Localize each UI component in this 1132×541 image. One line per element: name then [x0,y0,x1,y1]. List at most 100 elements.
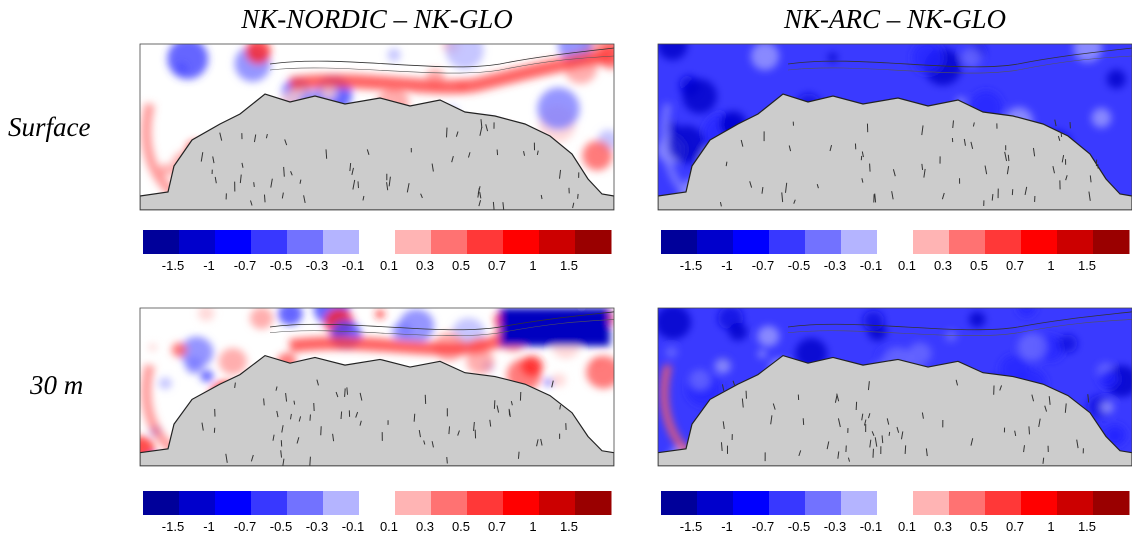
anomaly-blob [537,87,580,130]
colorbar-swatch [697,491,734,515]
colorbar-swatch [143,230,180,254]
fjord [847,457,851,462]
fjord [467,152,471,158]
colorbar-tick-label: -0.5 [788,258,810,273]
colorbar-swatch [323,230,360,254]
contour [269,47,614,68]
anomaly-blob [200,369,214,383]
colorbar-swatch [179,230,216,254]
colorbar-swatch [467,491,504,515]
fjord [970,141,974,149]
colorbar-swatch [769,491,806,515]
colorbar-swatch [697,230,734,254]
fjord [431,441,434,448]
fjord [720,442,723,452]
land [658,354,1132,466]
colorbar-tick-label: 0.1 [380,258,398,273]
fjord [867,413,871,419]
colorbar-swatch [395,230,432,254]
anomaly-blob [185,356,203,374]
anomaly-blob [658,308,692,340]
fjord [798,450,802,457]
colorbar-swatch [431,230,468,254]
anomaly-blob [387,48,401,62]
fjord [253,134,257,143]
fjord [886,418,890,425]
fjord [219,132,223,141]
colorbar-swatch [1093,491,1130,515]
fjord [1061,154,1065,163]
anomaly-blob [167,44,209,80]
fjord [275,386,278,391]
fjord [241,162,244,168]
colorbar-tick-label: -0.1 [860,258,882,273]
fjord [282,458,285,466]
fjord [869,439,872,448]
fjord [517,451,520,459]
colorbar-swatch [661,230,698,254]
fjord [921,125,924,136]
contour [787,55,1132,74]
fjord [250,454,254,462]
colorbar-swatch [805,230,842,254]
anomaly-blob [245,44,271,65]
colorbar-tick-label: -1.5 [162,519,184,534]
fjord [1089,175,1092,183]
fjord [871,431,875,436]
fjord [784,182,788,193]
colorbar-tick-label: 1 [1047,519,1054,534]
anomaly-blob [520,355,543,377]
fjord [289,413,292,420]
fjord [991,194,994,201]
fjord [551,380,554,388]
fjord [201,422,204,431]
colorbar-swatch [287,491,324,515]
fjord [451,155,454,163]
colorbar-tick-label: 1.5 [560,519,578,534]
fjord [1023,445,1025,453]
fjord [457,430,460,436]
fjord [479,192,482,199]
colorbar-swatch [431,491,468,515]
colorbar-tick-label: 0.7 [1006,519,1024,534]
colorbar: -1.5 -1 -0.7 -0.5 -0.3 -0.1 0.1 0.3 0.5 0.7 1 1.5 [143,491,612,534]
panel-frame [139,307,615,467]
anomaly-blob [750,44,780,71]
anomaly-blob [944,330,958,342]
colorbar-tick-label: 0.5 [452,258,470,273]
contour [787,319,1132,336]
fjord [1065,175,1068,181]
fjord [725,161,728,167]
colorbar-swatch [769,230,806,254]
colorbar-tick-label: -1.5 [162,258,184,273]
fjord [290,171,293,176]
anomaly-blob [158,377,172,390]
fjord [253,182,255,188]
anomaly-blob [466,348,494,375]
colorbar-swatch [287,230,324,254]
colorbar: -1.5 -1 -0.7 -0.5 -0.3 -0.1 0.1 0.3 0.5 0.7 1 1.5 [143,230,612,273]
fjord [772,403,776,410]
anomaly-blob [757,349,767,359]
fjord [283,166,285,177]
fjord [263,398,265,406]
colorbar-swatch [1057,230,1094,254]
fjord [1088,191,1091,201]
fjord [781,192,784,203]
fjord [788,145,792,152]
fjord [366,149,370,155]
fjord [335,391,339,398]
fjord [829,145,833,152]
colorbar-tick-label: -0.5 [270,258,292,273]
fjord [1054,119,1057,127]
anomaly-blob [961,47,982,68]
fjord [496,405,500,413]
anomaly-blob [757,325,780,347]
fjord [352,179,356,190]
fjord [280,450,283,458]
row-label: Surface [8,112,90,142]
colorbar-swatch [1021,230,1058,254]
anomaly-blob [544,378,554,387]
fjord [559,404,562,410]
map-panel [139,43,615,211]
